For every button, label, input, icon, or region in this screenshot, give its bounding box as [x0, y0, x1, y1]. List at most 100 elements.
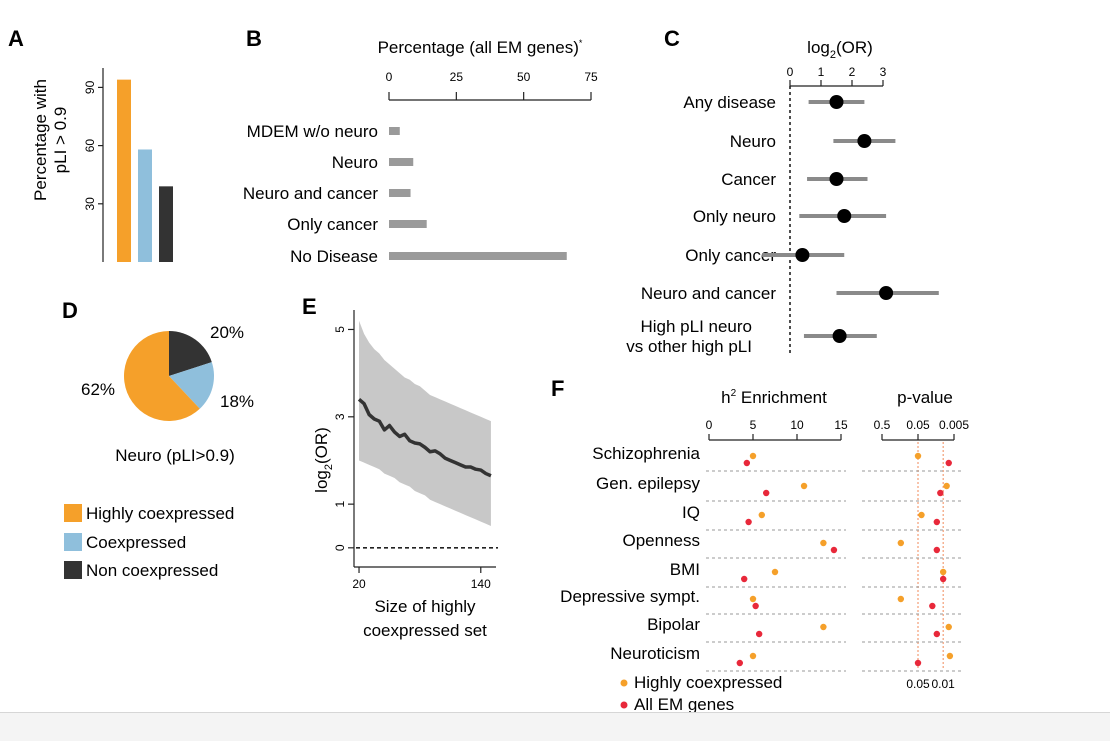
panel-f-enrich-point — [745, 518, 752, 526]
panel-a-bars — [117, 79, 173, 262]
footer-bar — [0, 712, 1110, 741]
panel-c-rows: Any disease Neuro Cancer Only neuro Only can… — [626, 93, 939, 356]
panel-c-label: C — [664, 26, 680, 51]
panel-f-enrich-point — [763, 489, 770, 497]
panel-c-point — [829, 172, 844, 186]
panel-b-category-label: No Disease — [290, 247, 378, 266]
panel-f-enrich-point — [743, 459, 751, 467]
panel-f-pvalue-tick-label: 0.5 — [874, 418, 891, 432]
panel-f-enrich-tick-label: 0 — [706, 418, 713, 432]
panel-f-pvalue-tick-label: 0.05 — [906, 418, 930, 432]
panel-f-category-label: Gen. epilepsy — [596, 474, 700, 493]
panel-f-pvalue-title: p-value — [897, 388, 953, 407]
panel-b-category-label: MDEM w/o neuro — [247, 122, 378, 141]
panel-c-title-rest: (OR) — [836, 38, 873, 57]
panel-e-label: E — [302, 294, 317, 319]
panel-f-category-label: Schizophrenia — [592, 444, 700, 463]
panel-f-enrich-title-main: h — [721, 388, 730, 407]
panel-b-bar — [389, 220, 427, 228]
panel-a-tick-label: 30 — [83, 197, 97, 211]
panel-b-bar — [389, 189, 411, 197]
panel-d-legend-label: Coexpressed — [86, 533, 186, 552]
panel-f-pvalue-point — [939, 568, 947, 576]
panel-f-pvalue-point — [918, 511, 925, 519]
panel-c-category-label: vs other high pLI — [626, 337, 752, 356]
panel-a-bar — [117, 79, 131, 262]
panel-f-enrich-title-sup: 2 — [731, 388, 737, 399]
panel-c-point — [829, 95, 844, 109]
panel-b-bars: MDEM w/o neuro Neuro Neuro and cancer Only … — [243, 122, 567, 266]
panel-f-enrich-point — [749, 452, 757, 460]
panel-a-ylabel-line1: Percentage with — [31, 79, 50, 201]
panel-c-point — [832, 329, 847, 343]
panel-a-tick-label: 90 — [83, 80, 97, 94]
panel-e-xlabel-line1: Size of highly — [374, 597, 476, 616]
panel-f-pvalue-point — [933, 546, 941, 554]
panel-f-enrich-point — [771, 568, 779, 576]
panel-f-pvalue-point — [945, 459, 952, 467]
panel-b-label: B — [246, 26, 262, 51]
panel-a-ylabel: Percentage with pLI > 0.9 — [31, 79, 70, 201]
panel-d-pie: 20% 18% 62% — [81, 323, 254, 421]
panel-a-ticks: 30 60 90 — [83, 80, 103, 210]
panel-a-bar — [138, 149, 152, 262]
panel-b-tick-label: 50 — [517, 70, 531, 84]
panel-d-value-label: 62% — [81, 380, 115, 399]
panel-d-value-label: 20% — [210, 323, 244, 342]
panel-f-pvalue-point — [937, 489, 944, 497]
panel-f-pvalue-point — [897, 595, 905, 603]
panel-c-title: log2(OR) — [807, 38, 873, 61]
panel-e-ylabel-rest: (OR) — [312, 427, 331, 464]
panel-f-enrich-point — [820, 539, 827, 547]
panel-e-y-tick-label: 5 — [333, 326, 347, 333]
panel-c-tick-label: 3 — [880, 65, 887, 79]
panel-c-point — [879, 286, 894, 300]
panel-e-ylabel-sub: 2 — [323, 464, 335, 470]
panel-f-category-label: IQ — [682, 503, 700, 522]
panel-f-enrich-point — [800, 482, 808, 490]
panel-a-ylabel-line2: pLI > 0.9 — [51, 107, 70, 174]
panel-f-rows: Schizophrenia Gen. epilepsy IQ Openness BMI D… — [560, 444, 964, 672]
panel-c-point — [857, 134, 872, 148]
panel-f-pvalue-point — [929, 602, 936, 610]
panel-f-legend-label: Highly coexpressed — [634, 673, 782, 692]
panel-d-slice — [124, 331, 200, 421]
panel-e-line — [357, 398, 492, 478]
panel-f-enrich-title-rest: Enrichment — [736, 388, 827, 407]
panel-e-y-tick-label: 1 — [333, 500, 347, 507]
panel-f-category-label: Openness — [623, 531, 701, 550]
panel-d-legend-label: Highly coexpressed — [86, 504, 234, 523]
panel-f-legend-label: All EM genes — [634, 695, 734, 712]
panel-f-enrich-point — [749, 595, 757, 603]
panel-f-enrich-point — [820, 623, 827, 631]
panel-f-enrich-point — [741, 575, 748, 583]
panel-f-category-label: BMI — [670, 560, 700, 579]
panel-e-x-tick-label: 20 — [352, 577, 366, 591]
panel-c-tick-label: 0 — [787, 65, 794, 79]
panel-f-legend-marker — [620, 679, 628, 687]
panel-f-pvalue-tick-label: 0.005 — [939, 418, 969, 432]
panel-f-enrich-title: h2 Enrichment — [721, 388, 827, 407]
panel-c-category-label: Only neuro — [693, 207, 776, 226]
panel-f-enrich-point — [830, 546, 838, 554]
panel-b-tick-label: 0 — [386, 70, 393, 84]
panel-b-bar — [389, 252, 567, 260]
panel-f-label: F — [551, 376, 564, 401]
panel-f-enrich-tick-label: 15 — [834, 418, 848, 432]
panel-d-slice — [169, 331, 212, 376]
panel-b-ticks: 0 25 50 75 — [386, 70, 598, 100]
panel-a-tick-label: 60 — [83, 139, 97, 153]
panel-e-xlabel-line2: coexpressed set — [363, 621, 487, 640]
panel-d-legend-swatch — [64, 561, 82, 579]
panel-f-category-label: Depressive sympt. — [560, 587, 700, 606]
panel-e-ylabel: log2(OR) — [312, 427, 335, 493]
panel-f-enrich-point — [736, 659, 743, 667]
panel-f-legend: Highly coexpressed All EM genes — [620, 673, 782, 712]
panel-c-category-label: Cancer — [721, 170, 776, 189]
panel-c-category-label: Neuro and cancer — [641, 284, 776, 303]
panel-d-slice — [169, 362, 214, 409]
panel-f-pvalue-point — [946, 652, 954, 660]
panel-b-tick-label: 25 — [450, 70, 464, 84]
panel-c-category-label: Only cancer — [685, 246, 776, 265]
